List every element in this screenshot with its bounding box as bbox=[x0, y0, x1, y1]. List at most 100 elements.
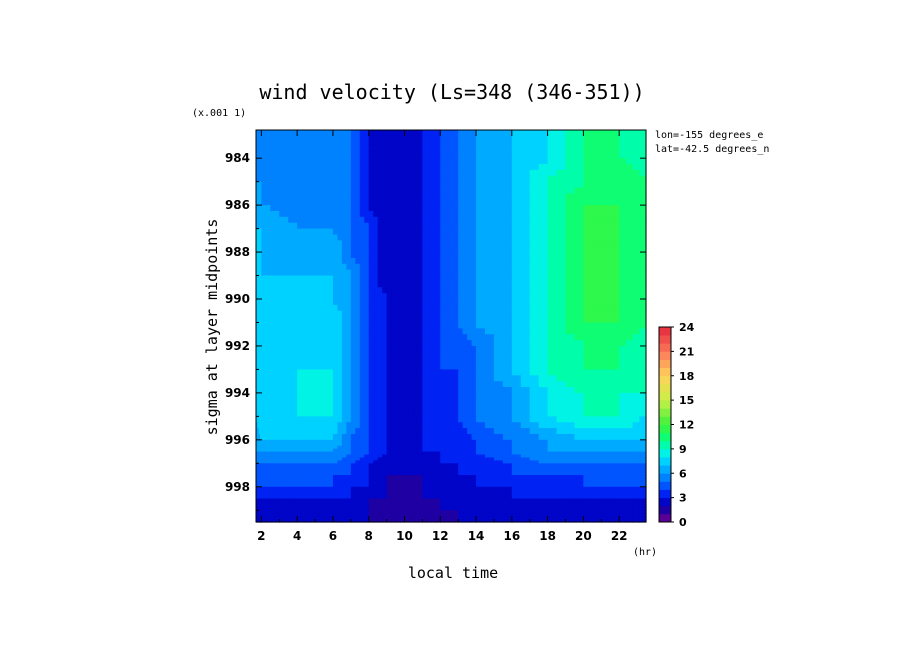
contour-cell bbox=[632, 299, 640, 306]
contour-cell bbox=[408, 240, 415, 247]
contour-cell bbox=[323, 357, 334, 365]
contour-cell bbox=[270, 428, 280, 435]
contour-cell bbox=[417, 334, 423, 341]
contour-cell bbox=[435, 246, 441, 253]
contour-cell bbox=[258, 442, 261, 447]
contour-cell bbox=[297, 469, 307, 473]
contour-cell bbox=[256, 398, 258, 406]
contour-cell bbox=[431, 410, 437, 417]
contour-cell bbox=[511, 463, 522, 467]
contour-cell bbox=[332, 328, 338, 335]
contour-cell bbox=[368, 513, 374, 517]
contour-cell bbox=[467, 187, 473, 194]
contour-cell bbox=[315, 246, 325, 253]
contour-cell bbox=[386, 416, 392, 423]
contour-cell bbox=[458, 392, 464, 400]
contour-cell bbox=[355, 175, 361, 183]
contour-cell bbox=[404, 293, 410, 300]
contour-cell bbox=[395, 340, 401, 347]
contour-cell bbox=[256, 448, 258, 453]
contour-cell bbox=[444, 269, 450, 277]
contour-cell bbox=[288, 222, 298, 230]
contour-cell bbox=[368, 404, 374, 412]
contour-cell bbox=[260, 442, 262, 447]
contour-cell bbox=[256, 299, 258, 306]
contour-cell bbox=[257, 442, 260, 447]
contour-cell bbox=[538, 175, 549, 183]
contour-cell bbox=[431, 328, 437, 335]
contour-cell bbox=[315, 281, 325, 288]
contour-cell bbox=[256, 480, 258, 485]
contour-cell bbox=[306, 281, 316, 288]
contour-cell bbox=[258, 460, 261, 464]
contour-cell bbox=[337, 334, 343, 341]
contour-cell bbox=[440, 252, 446, 259]
contour-cell bbox=[288, 510, 298, 514]
contour-cell bbox=[261, 466, 271, 470]
contour-cell bbox=[449, 193, 455, 200]
contour-cell bbox=[493, 404, 504, 412]
contour-cell bbox=[444, 169, 450, 177]
contour-cell bbox=[529, 445, 540, 450]
contour-cell bbox=[368, 469, 374, 473]
contour-cell bbox=[619, 428, 627, 435]
contour-cell bbox=[493, 398, 504, 406]
contour-cell bbox=[377, 257, 383, 265]
contour-cell bbox=[315, 416, 325, 423]
contour-cell bbox=[382, 381, 388, 388]
contour-cell bbox=[484, 501, 495, 505]
contour-cell bbox=[364, 387, 370, 394]
contour-cell bbox=[520, 375, 531, 382]
contour-cell bbox=[639, 310, 647, 318]
contour-cell bbox=[458, 439, 464, 444]
contour-cell bbox=[529, 234, 540, 241]
contour-cell bbox=[484, 164, 495, 171]
contour-cell bbox=[574, 240, 584, 247]
contour-cell bbox=[462, 410, 468, 417]
contour-cell bbox=[364, 507, 370, 511]
contour-cell bbox=[502, 193, 513, 200]
contour-cell bbox=[592, 310, 602, 318]
contour-cell bbox=[556, 463, 567, 467]
contour-cell bbox=[422, 398, 428, 406]
contour-cell bbox=[511, 357, 522, 365]
contour-cell bbox=[368, 489, 374, 494]
contour-cell bbox=[431, 228, 437, 236]
contour-cell bbox=[610, 428, 620, 435]
contour-cell bbox=[279, 410, 289, 417]
contour-cell bbox=[529, 357, 540, 365]
contour-cell bbox=[364, 469, 370, 473]
contour-cell bbox=[502, 483, 513, 488]
contour-cell bbox=[610, 234, 620, 241]
contour-cell bbox=[493, 357, 504, 365]
contour-cell bbox=[426, 169, 432, 177]
contour-cell bbox=[565, 164, 576, 171]
contour-cell bbox=[337, 516, 343, 520]
contour-cell bbox=[502, 375, 513, 382]
contour-cell bbox=[404, 433, 410, 441]
contour-cell bbox=[341, 483, 347, 488]
contour-cell bbox=[341, 442, 347, 447]
contour-cell bbox=[619, 275, 627, 282]
contour-cell bbox=[639, 381, 647, 388]
contour-cell bbox=[449, 475, 455, 479]
contour-cell bbox=[625, 304, 634, 312]
contour-cell bbox=[471, 299, 477, 306]
contour-cell bbox=[484, 263, 495, 271]
contour-cell bbox=[417, 304, 423, 312]
contour-cell bbox=[391, 369, 397, 376]
contour-cell bbox=[592, 240, 602, 247]
contour-cell bbox=[449, 263, 455, 271]
contour-cell bbox=[556, 498, 567, 503]
contour-cell bbox=[449, 287, 455, 294]
contour-cell bbox=[467, 369, 473, 376]
contour-cell bbox=[565, 287, 576, 294]
contour-cell bbox=[449, 175, 455, 183]
contour-cell bbox=[592, 216, 602, 224]
contour-cell bbox=[364, 164, 370, 171]
contour-cell bbox=[270, 483, 280, 488]
contour-cell bbox=[453, 144, 459, 152]
contour-cell bbox=[435, 442, 441, 447]
contour-cell bbox=[400, 507, 406, 511]
contour-cell bbox=[391, 304, 397, 312]
